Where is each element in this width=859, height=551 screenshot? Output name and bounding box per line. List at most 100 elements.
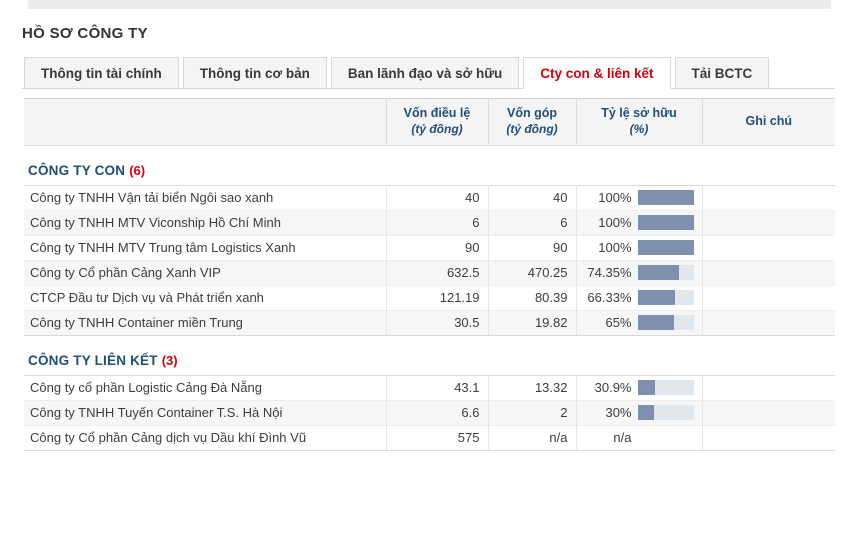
column-header-note: Ghi chú [701,98,835,146]
cell-charter-capital: 43.1 [385,374,489,401]
cell-company-name: Công ty cổ phần Logistic Cảng Đà Nẵng [24,374,387,401]
section-title: CÔNG TY LIÊN KẾT [28,352,158,368]
cell-ownership-ratio: 100% [575,184,703,211]
cell-company-name: Công ty Cổ phần Cảng Xanh VIP [24,259,387,286]
ownership-ratio-bar [637,265,694,281]
cell-company-name: Công ty TNHH Container miền Trung [24,309,387,336]
tab-subsidiaries-affiliates[interactable]: Cty con & liên kết [523,57,671,89]
table-row[interactable]: Công ty TNHH MTV Viconship Hồ Chí Minh 6 6… [24,209,835,236]
cell-note [701,284,835,311]
ownership-ratio-label: 30.9% [594,380,632,396]
table-row[interactable]: Công ty TNHH Vận tải biển Ngôi sao xanh 4… [24,184,835,211]
company-profile-page: HỒ SƠ CÔNG TY Thông tin tài chính Thông t… [0,9,859,451]
column-header-charter-capital-label: Vốn điều lệ [403,106,471,120]
ownership-ratio-bar [638,430,694,445]
cell-contributed-capital: 90 [487,234,577,261]
section-title: CÔNG TY CON [28,162,126,178]
table-row[interactable]: Công ty cổ phần Logistic Cảng Đà Nẵng 43.… [24,374,835,401]
cell-ownership-ratio: 66.33% [575,284,703,311]
cell-contributed-capital: 2 [487,399,577,426]
page-title: HỒ SƠ CÔNG TY [22,25,148,42]
cell-ownership-ratio: 30.9% [575,374,703,401]
cell-note [701,424,835,451]
column-header-ownership-ratio: Tỷ lệ sở hữu (%) [575,98,703,146]
ownership-ratio-label: 100% [598,190,632,206]
top-divider-strip [28,0,831,9]
cell-contributed-capital: 6 [487,209,577,236]
cell-company-name: Công ty TNHH Vận tải biển Ngôi sao xanh [24,184,387,211]
cell-note [701,184,835,211]
tab-basic-info[interactable]: Thông tin cơ bản [182,57,327,89]
cell-ownership-ratio: n/a [575,424,703,451]
ownership-ratio-label: 100% [598,215,632,231]
cell-contributed-capital: n/a [487,424,577,451]
tab-financial-info[interactable]: Thông tin tài chính [24,57,179,89]
ownership-ratio-label: n/a [613,430,632,446]
cell-charter-capital: 6 [385,209,489,236]
table-row[interactable]: Công ty TNHH Container miền Trung 30.5 19.… [24,309,835,336]
cell-charter-capital: 30.5 [385,309,489,336]
ownership-ratio-bar [637,290,694,306]
tab-download-financial-statements[interactable]: Tải BCTC [674,57,770,89]
ownership-ratio-label: 74.35% [587,265,632,281]
tab-management-ownership[interactable]: Ban lãnh đạo và sở hữu [330,57,520,89]
column-header-charter-capital-unit: (tỷ đồng) [411,121,463,136]
section-header-row: CÔNG TY LIÊN KẾT (3) [24,335,835,376]
cell-charter-capital: 632.5 [385,259,489,286]
cell-note [701,209,835,236]
ownership-ratio-bar-fill [637,215,694,231]
cell-ownership-ratio: 30% [575,399,703,426]
table-row[interactable]: Công ty TNHH MTV Trung tâm Logistics Xan… [24,234,835,261]
ownership-ratio-bar-fill [637,315,674,331]
cell-contributed-capital: 13.32 [487,374,577,401]
ownership-ratio-label: 100% [598,240,632,256]
ownership-ratio-label: 30% [605,405,632,421]
table-row[interactable]: Công ty Cổ phần Cảng Xanh VIP 632.5 470.25… [24,259,835,286]
subsidiaries-table-wrap: Vốn điều lệ (tỷ đồng) Vốn góp (tỷ đồng) … [24,98,835,451]
cell-charter-capital: 90 [385,234,489,261]
cell-charter-capital: 121.19 [385,284,489,311]
cell-note [701,399,835,426]
section-header-row: CÔNG TY CON (6) [24,145,835,186]
column-header-contributed-capital-label: Vốn góp [507,106,557,120]
table-row[interactable]: CTCP Đầu tư Dịch vụ và Phát triển xanh 12… [24,284,835,311]
subsidiaries-affiliates-table: Vốn điều lệ (tỷ đồng) Vốn góp (tỷ đồng) … [24,98,835,451]
cell-note [701,234,835,261]
cell-charter-capital: 575 [385,424,489,451]
ownership-ratio-bar-fill [637,265,680,281]
ownership-ratio-bar [637,405,694,421]
cell-company-name: Công ty Cổ phần Cảng dịch vụ Dầu khí Đìn… [24,424,387,451]
table-body: CÔNG TY CON (6) Công ty TNHH Vận tải biển … [24,145,835,451]
column-header-ownership-ratio-unit: (%) [629,121,649,136]
column-header-ownership-ratio-label: Tỷ lệ sở hữu [601,106,677,120]
cell-note [701,259,835,286]
section-header-cell: CÔNG TY CON (6) [24,145,835,186]
ownership-ratio-bar-fill [637,240,694,256]
cell-charter-capital: 40 [385,184,489,211]
column-header-name [24,98,387,146]
cell-contributed-capital: 19.82 [487,309,577,336]
cell-ownership-ratio: 100% [575,209,703,236]
ownership-ratio-bar-fill [637,380,655,396]
ownership-ratio-bar-fill [637,290,675,306]
column-header-contributed-capital: Vốn góp (tỷ đồng) [487,98,577,146]
ownership-ratio-bar [637,215,694,231]
cell-ownership-ratio: 100% [575,234,703,261]
table-row[interactable]: Công ty TNHH Tuyến Container T.S. Hà Nội… [24,399,835,426]
cell-company-name: Công ty TNHH MTV Viconship Hồ Chí Minh [24,209,387,236]
cell-contributed-capital: 470.25 [487,259,577,286]
cell-ownership-ratio: 65% [575,309,703,336]
column-header-charter-capital: Vốn điều lệ (tỷ đồng) [385,98,489,146]
table-row[interactable]: Công ty Cổ phần Cảng dịch vụ Dầu khí Đìn… [24,424,835,451]
ownership-ratio-bar-fill [637,405,655,421]
cell-contributed-capital: 80.39 [487,284,577,311]
cell-company-name: CTCP Đầu tư Dịch vụ và Phát triển xanh [24,284,387,311]
ownership-ratio-bar-fill [637,190,694,206]
ownership-ratio-bar [637,240,694,256]
cell-company-name: Công ty TNHH MTV Trung tâm Logistics Xan… [24,234,387,261]
section-count: (6) [129,162,146,178]
section-count: (3) [161,352,178,368]
ownership-ratio-bar [637,190,694,206]
cell-charter-capital: 6.6 [385,399,489,426]
ownership-ratio-label: 66.33% [587,290,632,306]
